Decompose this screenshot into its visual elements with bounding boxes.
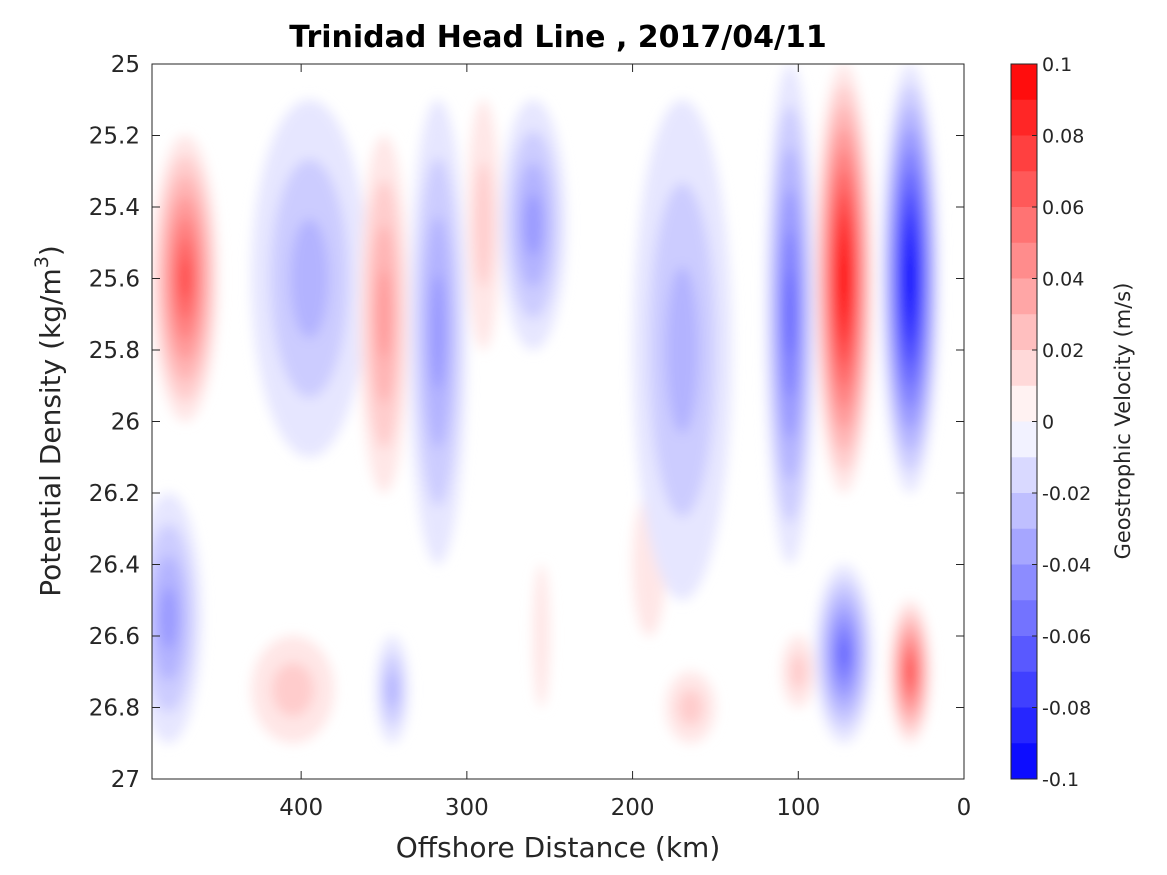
- colorbar-band: [1011, 350, 1037, 387]
- colorbar-band: [1011, 314, 1037, 351]
- contour-feature: [889, 600, 931, 744]
- contour-feature: [500, 99, 567, 350]
- colorbar-band: [1011, 743, 1037, 780]
- colorbar-band: [1011, 99, 1037, 136]
- y-tick-label: 25.8: [89, 338, 140, 364]
- colorbar-band: [1011, 171, 1037, 208]
- colorbar-tick-label: -0.1: [1042, 769, 1079, 791]
- colorbar-tick-label: -0.02: [1042, 483, 1091, 505]
- y-tick-label: 26.4: [89, 553, 140, 579]
- colorbar-tick-label: 0.04: [1042, 269, 1084, 291]
- contour-level: [386, 671, 398, 708]
- contour-feature: [765, 64, 815, 565]
- contour-feature: [375, 636, 409, 744]
- contour-feature: [359, 135, 409, 493]
- y-tick-label: 25.2: [89, 124, 140, 150]
- colorbar-tick-label: -0.06: [1042, 626, 1091, 648]
- contour-feature: [814, 564, 873, 744]
- y-tick-label: 25.6: [89, 267, 140, 293]
- y-tick-label: 26.8: [89, 696, 140, 722]
- contour-feature: [251, 636, 335, 744]
- contour-level: [907, 661, 914, 682]
- colorbar-band: [1011, 457, 1037, 494]
- contour-level: [475, 162, 492, 288]
- contour-features: [152, 64, 940, 744]
- y-tick-label: 26: [111, 410, 140, 436]
- contour-feature: [814, 64, 873, 493]
- colorbar-tick-label: -0.04: [1042, 555, 1091, 577]
- colorbar-band: [1011, 385, 1037, 422]
- colorbar-band: [1011, 528, 1037, 565]
- contour-feature: [152, 135, 219, 422]
- colorbar-band: [1011, 135, 1037, 172]
- colorbar-band: [1011, 421, 1037, 458]
- contour-level: [907, 257, 914, 300]
- contour-level: [840, 257, 847, 300]
- x-tick-label: 300: [445, 795, 489, 821]
- contour-level: [290, 218, 329, 339]
- colorbar-band: [1011, 242, 1037, 279]
- x-tick-label: 200: [611, 795, 655, 821]
- contour-feature: [781, 636, 815, 708]
- colorbar-tick-label: -0.08: [1042, 698, 1091, 720]
- colorbar-band: [1011, 278, 1037, 315]
- contour-level: [533, 564, 550, 708]
- colorbar-band: [1011, 207, 1037, 244]
- contour-feature: [466, 99, 500, 350]
- x-tick-label: 100: [776, 795, 820, 821]
- colorbar-band: [1011, 64, 1037, 101]
- y-tick-label: 26.2: [89, 481, 140, 507]
- colorbar-tick-label: 0.02: [1042, 340, 1084, 362]
- contour-level: [524, 193, 542, 257]
- y-tick-label: 27: [111, 767, 140, 793]
- y-tick-label: 25: [111, 52, 140, 78]
- y-axis-label: Potential Density (kg/m3): [31, 245, 67, 597]
- contour-level: [180, 258, 190, 299]
- chart-title: Trinidad Head Line , 2017/04/11: [289, 20, 826, 55]
- x-tick-label: 0: [957, 795, 972, 821]
- y-axis-ticks: 25 25.2 25.4 25.6 25.8 26 26.2 26.4 26.6 26.8 27: [89, 52, 964, 793]
- colorbar-band: [1011, 564, 1037, 601]
- colorbar-band: [1011, 600, 1037, 637]
- contour-level: [790, 653, 807, 690]
- colorbar-band: [1011, 671, 1037, 708]
- contour-level: [272, 662, 314, 717]
- contour-level: [678, 689, 703, 726]
- y-tick-label: 25.4: [89, 195, 140, 221]
- contour-level: [665, 266, 699, 434]
- x-tick-label: 400: [279, 795, 323, 821]
- colorbar-tick-label: 0: [1042, 412, 1054, 434]
- x-axis-label: Offshore Distance (km): [396, 831, 721, 864]
- contour-level: [839, 638, 849, 669]
- contour-feature: [881, 64, 940, 493]
- x-axis-ticks: 400 300 200 100 0: [279, 64, 971, 821]
- colorbar: 0.1 0.08 0.06 0.04 0.02 0 -0.02 -0.04 -0.06 -0.08…: [1010, 54, 1091, 791]
- contour-feature: [152, 493, 202, 744]
- contour-feature: [632, 99, 732, 601]
- contour-level: [785, 272, 795, 356]
- colorbar-band: [1011, 493, 1037, 530]
- colorbar-tick-label: 0.1: [1042, 54, 1072, 76]
- colorbar-tick-label: 0.06: [1042, 197, 1084, 219]
- contour-level: [430, 274, 446, 391]
- colorbar-tick-label: 0.08: [1042, 126, 1084, 148]
- contour-level: [160, 586, 177, 650]
- contour-feature: [665, 671, 716, 744]
- colorbar-band: [1011, 707, 1037, 744]
- contour-feature: [408, 99, 467, 565]
- contour-feature: [251, 99, 368, 458]
- contour-level: [377, 269, 391, 359]
- contour-feature: [533, 564, 550, 708]
- colorbar-band: [1011, 636, 1037, 673]
- colorbar-label: Geostrophic Velocity (m/s): [1111, 283, 1135, 560]
- y-tick-label: 26.6: [89, 624, 140, 650]
